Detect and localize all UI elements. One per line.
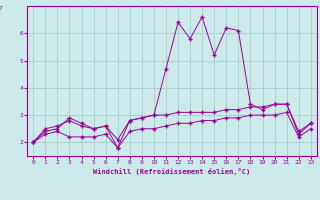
Text: 7: 7: [0, 6, 3, 11]
X-axis label: Windchill (Refroidissement éolien,°C): Windchill (Refroidissement éolien,°C): [93, 168, 251, 175]
